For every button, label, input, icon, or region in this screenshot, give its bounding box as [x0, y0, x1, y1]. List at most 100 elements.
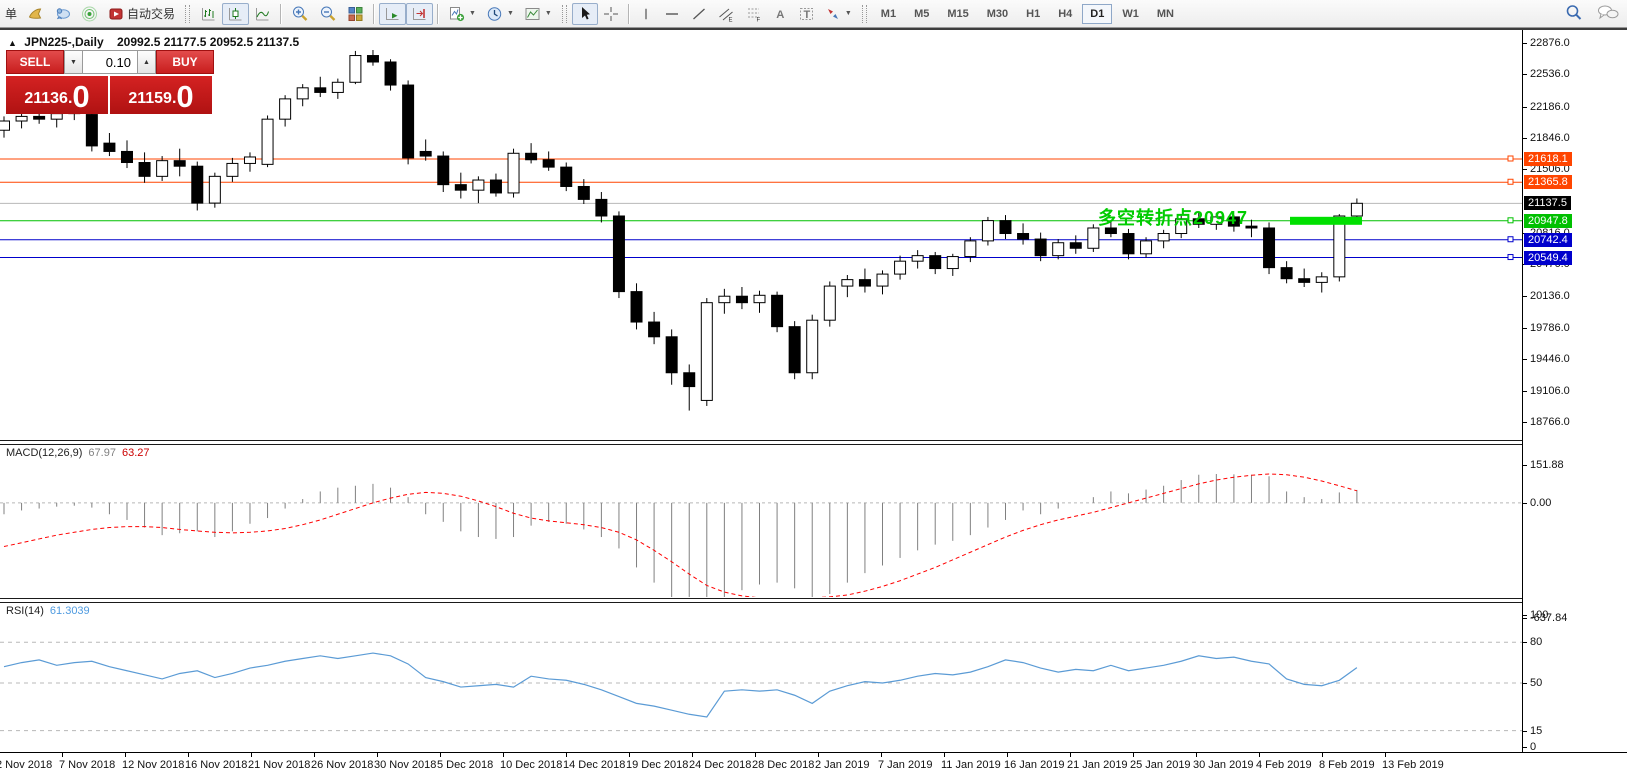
arrows-button[interactable]: ▼ [820, 3, 857, 25]
main-chart-pane[interactable] [0, 30, 1522, 440]
macd-value: 67.97 [88, 447, 116, 459]
candle [138, 162, 151, 177]
periods-button[interactable]: ▼ [481, 3, 519, 25]
crosshair-button[interactable] [598, 3, 624, 25]
macd-pane[interactable] [0, 444, 1522, 597]
candle [612, 215, 625, 293]
search-icon[interactable] [1565, 4, 1583, 24]
bar-chart-button[interactable] [195, 3, 222, 25]
date-label: 19 Dec 2018 [626, 759, 689, 771]
vertical-line-button[interactable] [634, 3, 658, 25]
price-tick-label: 21846.0 [1530, 131, 1570, 144]
candle [1017, 233, 1030, 240]
chart-shift-button[interactable] [406, 2, 434, 25]
date-label: 4 Feb 2019 [1256, 759, 1312, 771]
timeframe-w1[interactable]: W1 [1122, 7, 1139, 20]
horizontal-line-button[interactable] [658, 3, 686, 25]
zoom-out-icon [319, 5, 337, 22]
text-label-button[interactable]: T [793, 3, 820, 25]
buy-price-display[interactable]: 21159. 0 [110, 76, 212, 114]
rsi-pane[interactable] [0, 602, 1522, 751]
new-chart-button[interactable]: ▼ [443, 3, 481, 25]
candle [419, 150, 432, 157]
templates-button[interactable]: ▼ [519, 3, 557, 25]
pane-divider[interactable] [0, 598, 1522, 603]
svg-text:A: A [776, 9, 784, 21]
zoom-in-button[interactable] [286, 2, 314, 25]
candle [1052, 242, 1065, 257]
chat-icon[interactable] [1597, 4, 1619, 24]
volume-decrease-button[interactable]: ▼ [64, 50, 83, 74]
timeframe-m30[interactable]: M30 [986, 7, 1009, 20]
signals-button[interactable] [76, 3, 103, 25]
new-order-label: 单 [5, 7, 18, 21]
timeframe-m5[interactable]: M5 [914, 7, 930, 20]
horizontal-line-icon [663, 6, 681, 22]
template-icon [524, 6, 541, 22]
collapse-arrow-icon[interactable]: ▲ [8, 38, 17, 48]
candle [753, 294, 766, 304]
candle [595, 198, 608, 217]
rsi-axis-label: 0 [1530, 741, 1537, 753]
time-axis[interactable]: 2 Nov 2018 7 Nov 2018 12 Nov 2018 16 Nov 20… [0, 752, 1627, 774]
sell-price-display[interactable]: 21136. 0 [6, 76, 108, 114]
volume-increase-button[interactable]: ▲ [137, 50, 156, 74]
candle [683, 372, 696, 388]
timeframe-m15[interactable]: M15 [947, 7, 969, 20]
timeframe-h4[interactable]: H4 [1058, 7, 1073, 20]
trendline-button[interactable] [686, 3, 712, 25]
price-tick-label: 19786.0 [1530, 321, 1570, 334]
candle [876, 273, 889, 287]
tile-windows-button[interactable] [342, 3, 369, 25]
toolbar-grip [185, 4, 191, 23]
cursor-button[interactable] [571, 2, 598, 25]
clock-icon [486, 6, 503, 22]
buy-button[interactable]: BUY [156, 50, 214, 74]
timeframe-d1[interactable]: D1 [1082, 3, 1113, 24]
auto-scroll-button[interactable] [379, 2, 407, 25]
ohlc-values: 20992.5 21177.5 20952.5 21137.5 [117, 35, 300, 49]
price-line-badge: 20742.4 [1524, 232, 1572, 247]
candle [173, 160, 186, 167]
candle [191, 165, 204, 204]
fibonacci-icon: F [745, 6, 763, 22]
timeframe-m1[interactable]: M1 [880, 7, 897, 20]
zoom-out-button[interactable] [314, 2, 342, 25]
pane-divider[interactable] [0, 440, 1522, 445]
price-axis[interactable]: 22876.022536.022186.021846.021506.020816… [1523, 30, 1627, 774]
text-button[interactable]: A [768, 3, 793, 25]
date-label: 13 Feb 2019 [1382, 759, 1444, 771]
fibonacci-button[interactable]: F [740, 3, 768, 25]
date-label: 14 Dec 2018 [563, 759, 626, 771]
chevron-down-icon: ▼ [506, 10, 514, 17]
date-label: 28 Dec 2018 [752, 759, 815, 771]
equidistant-channel-button[interactable]: E [712, 3, 740, 25]
toolbar-separator [280, 3, 283, 24]
date-label: 11 Jan 2019 [941, 759, 1001, 771]
tile-windows-icon [347, 6, 364, 22]
equidistant-channel-icon: E [717, 6, 735, 22]
macd-axis-zero: 0.00 [1530, 496, 1552, 509]
volume-input[interactable] [83, 51, 137, 73]
main-toolbar: 单 自动交易 [0, 0, 1627, 28]
publisher-button[interactable] [49, 3, 76, 25]
price-tick-label: 22876.0 [1530, 37, 1570, 49]
line-chart-button[interactable] [249, 3, 276, 25]
candle [226, 162, 239, 177]
chevron-down-icon: ▼ [469, 10, 476, 17]
chart-annotation-text[interactable]: 多空转折点20947 [1098, 208, 1249, 228]
candle [296, 87, 309, 100]
buy-price-main: 21159. [128, 90, 177, 107]
candle [630, 291, 643, 323]
new-order-button[interactable]: 单 [0, 2, 22, 25]
rsi-label: RSI(14) 61.3039 [6, 605, 90, 617]
volume-field-wrap [83, 50, 137, 74]
sell-button[interactable]: SELL [6, 50, 64, 74]
timeframe-mn[interactable]: MN [1156, 7, 1174, 20]
green-level-segment[interactable] [1290, 216, 1362, 225]
timeframe-h1[interactable]: H1 [1026, 7, 1041, 20]
candle [788, 326, 801, 374]
candle-chart-button[interactable] [222, 2, 250, 25]
news-button[interactable] [22, 3, 49, 25]
autotrading-button[interactable]: 自动交易 [103, 2, 180, 25]
